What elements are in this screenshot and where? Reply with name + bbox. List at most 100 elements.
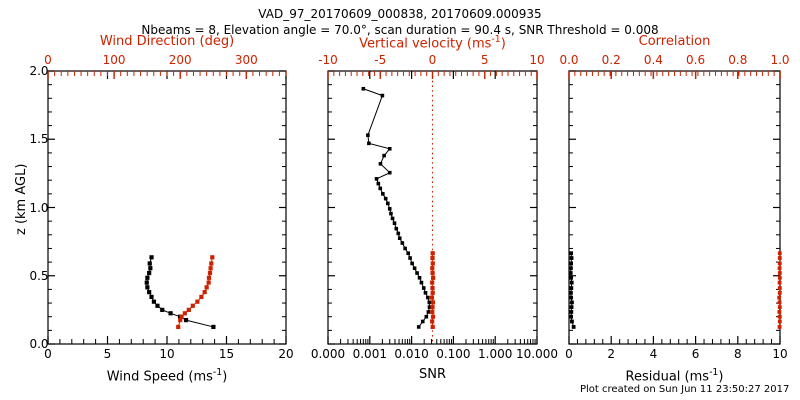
x-top-tick-label: 100 — [102, 53, 126, 67]
data-point-marker — [430, 270, 435, 276]
data-point-marker — [569, 310, 574, 314]
x-tick-label: 0 — [565, 347, 573, 361]
x-top-tick-label: 1.0 — [770, 53, 790, 67]
data-point-marker — [144, 280, 149, 285]
data-point-marker — [777, 325, 782, 329]
data-point-marker — [160, 307, 165, 312]
data-point-marker — [408, 256, 412, 260]
data-point-marker — [168, 311, 173, 316]
data-point-marker — [155, 303, 160, 308]
data-point-marker — [149, 294, 154, 300]
data-point-marker — [569, 295, 574, 300]
x-tick-label: 5 — [103, 347, 112, 361]
data-point-marker — [431, 275, 436, 280]
x-tick-label: 15 — [218, 347, 235, 361]
y-tick-label: 0.5 — [29, 268, 49, 283]
x-top-tick-label: 10 — [529, 53, 545, 67]
data-point-marker — [151, 299, 157, 304]
x-axis-title-snr: SNR — [418, 367, 446, 382]
data-point-marker — [186, 307, 191, 312]
data-point-marker — [430, 300, 436, 305]
data-point-marker — [430, 324, 435, 330]
data-point-marker — [569, 256, 574, 260]
data-point-marker — [378, 186, 383, 191]
x-top-tick-label: 5 — [480, 53, 489, 67]
x-top-tick-label: 0.0 — [559, 53, 579, 67]
data-point-marker — [420, 319, 425, 324]
data-point-marker — [392, 221, 397, 225]
plot-box-wind — [47, 70, 287, 345]
data-point-marker — [777, 310, 782, 314]
data-point-marker — [381, 192, 385, 196]
x-tick-label: 0.001 — [352, 347, 387, 361]
data-point-marker — [202, 290, 207, 295]
x-tick-label: 1.000 — [478, 347, 513, 361]
page-subtitle: Nbeams = 8, Elevation angle = 70.0°, sca… — [141, 23, 659, 37]
data-point-marker — [423, 291, 428, 295]
data-point-marker — [419, 280, 424, 285]
x-tick-label: 10 — [772, 347, 788, 361]
x-tick-label: 20 — [278, 347, 294, 361]
data-point-marker — [406, 251, 411, 256]
data-point-marker — [149, 255, 154, 260]
data-point-marker — [176, 324, 181, 330]
series-wind-direction — [176, 255, 215, 330]
data-point-marker — [569, 286, 574, 290]
data-point-marker — [211, 324, 216, 330]
data-point-marker — [179, 314, 184, 319]
series-wind-speed — [144, 255, 216, 330]
data-point-marker — [390, 216, 395, 221]
data-point-marker — [777, 290, 782, 295]
data-point-marker — [569, 266, 573, 271]
data-point-marker — [403, 246, 407, 251]
data-point-marker — [361, 86, 366, 91]
y-tick-label: 2.0 — [29, 64, 49, 78]
data-point-marker — [147, 290, 152, 295]
y-tick-label: 0.0 — [29, 337, 49, 351]
x-top-tick-label: 0 — [44, 53, 52, 67]
x-top-tick-label: 0.8 — [728, 53, 748, 67]
data-point-marker — [178, 318, 183, 323]
data-point-marker — [430, 280, 435, 285]
data-point-marker — [430, 309, 435, 315]
data-point-marker — [145, 275, 150, 280]
data-point-marker — [430, 305, 435, 310]
data-point-marker — [182, 311, 187, 316]
data-point-marker — [190, 303, 195, 308]
data-point-marker — [430, 266, 435, 271]
x-tick-label: 0 — [44, 347, 52, 361]
data-point-marker — [412, 266, 417, 271]
data-point-marker — [430, 290, 435, 295]
data-point-marker — [145, 285, 150, 290]
x-tick-label: 6 — [691, 347, 700, 361]
x-tick-label: 0.100 — [436, 347, 471, 361]
y-tick-label: 1.5 — [29, 132, 49, 147]
data-point-marker — [147, 270, 152, 276]
data-point-marker — [777, 286, 782, 290]
data-point-marker — [417, 276, 422, 280]
data-point-marker — [367, 141, 371, 146]
series-snr — [361, 86, 432, 329]
data-point-marker — [426, 310, 431, 314]
data-point-marker — [424, 314, 429, 319]
x-axis-title-residual: Residual (ms-1) — [625, 367, 724, 385]
data-point-marker — [206, 275, 212, 280]
data-point-marker — [204, 285, 209, 290]
data-point-marker — [383, 196, 388, 201]
data-point-marker — [777, 261, 782, 266]
data-point-marker — [430, 314, 436, 319]
plot-created-timestamp: Plot created on Sun Jun 11 23:50:27 2017 — [580, 384, 790, 395]
data-point-marker — [376, 181, 381, 186]
data-point-marker — [777, 275, 782, 280]
data-point-marker — [208, 266, 213, 271]
series-correlation — [777, 251, 782, 329]
data-point-marker — [183, 318, 189, 323]
x-top-axis-title-residual: Correlation — [638, 34, 711, 49]
x-top-tick-label: 200 — [168, 53, 192, 67]
data-point-marker — [210, 255, 215, 260]
x-top-tick-label: 0.6 — [686, 53, 706, 67]
data-point-marker — [427, 305, 432, 309]
data-point-marker — [777, 314, 782, 319]
